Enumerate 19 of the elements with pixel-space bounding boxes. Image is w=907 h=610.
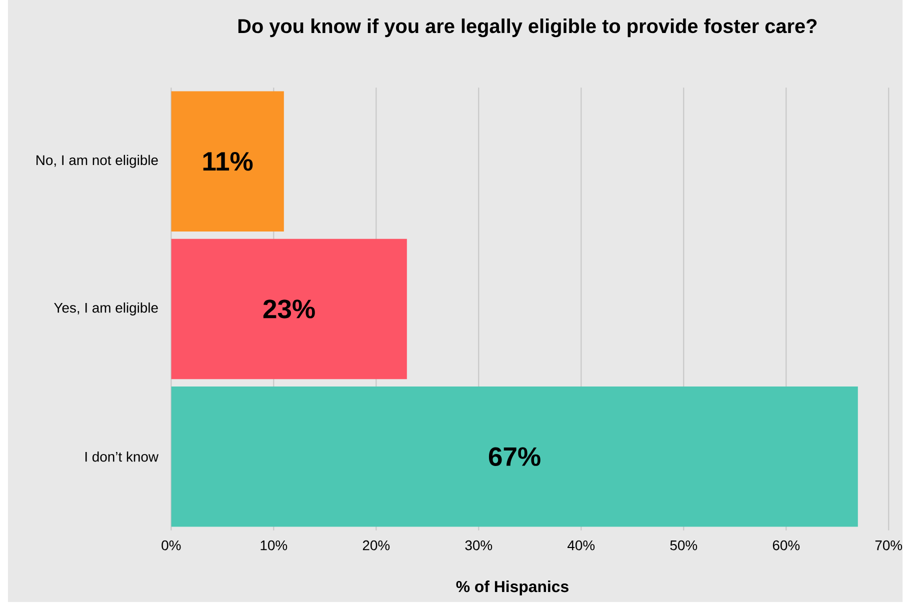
chart-title: Do you know if you are legally eligible to provide foster care? xyxy=(238,18,817,38)
data-label: 11% xyxy=(203,152,253,171)
data-label: 67% xyxy=(488,447,540,466)
bar xyxy=(171,238,407,380)
x-tick-label: 0% xyxy=(162,540,181,550)
x-tick-label: 20% xyxy=(362,540,390,550)
x-tick-label: 60% xyxy=(772,540,800,550)
x-tick-label: 40% xyxy=(568,540,595,550)
data-label: 23% xyxy=(263,300,315,318)
x-tick-label: 30% xyxy=(465,540,492,550)
y-tick-label: Yes, I am eligible xyxy=(54,302,158,316)
x-axis-title: % of Hispanics xyxy=(456,580,568,596)
bar xyxy=(171,386,858,527)
y-tick-label: No, I am not eligible xyxy=(36,154,158,168)
y-tick-label: I don’t know xyxy=(85,451,159,462)
x-tick-label: 70% xyxy=(875,540,902,550)
x-tick-label: 50% xyxy=(670,540,698,550)
bar xyxy=(171,91,284,232)
x-tick-label: 10% xyxy=(260,540,288,550)
